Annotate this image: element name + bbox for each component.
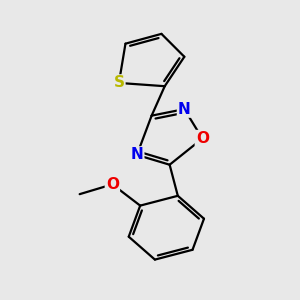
Text: O: O [106,177,119,192]
Text: N: N [130,147,143,162]
Text: S: S [113,75,124,90]
Text: N: N [178,102,191,117]
Text: O: O [196,131,209,146]
